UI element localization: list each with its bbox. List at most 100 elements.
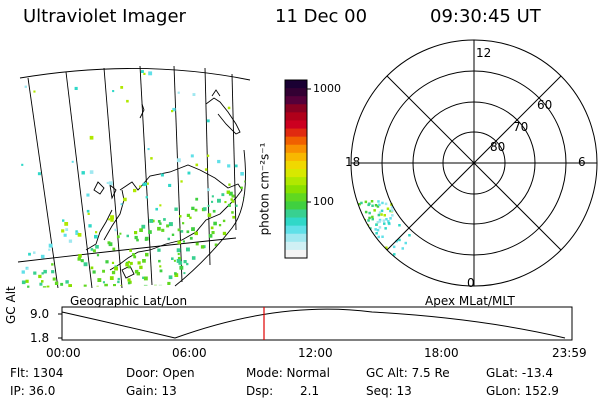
emission-pixel bbox=[113, 284, 116, 287]
emission-pixel bbox=[141, 70, 144, 73]
emission-pixel bbox=[186, 262, 189, 266]
emission-pixel bbox=[127, 265, 131, 269]
emission-pixel bbox=[134, 269, 139, 274]
emission-pixel bbox=[393, 253, 396, 256]
mlat-label-70: 70 bbox=[513, 120, 529, 134]
emission-pixel bbox=[112, 90, 115, 93]
emission-pixel bbox=[183, 272, 186, 275]
emission-pixel bbox=[173, 259, 176, 262]
emission-pixel bbox=[139, 185, 142, 188]
emission-pixel bbox=[375, 223, 378, 226]
emission-pixel bbox=[160, 173, 164, 177]
colorbar-cell bbox=[285, 209, 307, 219]
emission-pixel bbox=[186, 230, 190, 234]
emission-pixel bbox=[159, 269, 163, 273]
mlat-label-80: 80 bbox=[490, 140, 506, 154]
emission-pixel bbox=[398, 238, 401, 242]
emission-pixel bbox=[186, 213, 190, 217]
emission-pixel bbox=[139, 265, 143, 270]
emission-pixel bbox=[114, 228, 117, 232]
emission-pixel bbox=[120, 203, 123, 206]
emission-pixel bbox=[174, 272, 177, 275]
emission-pixel bbox=[71, 160, 74, 163]
emission-pixel bbox=[177, 256, 181, 260]
emission-pixel bbox=[227, 203, 231, 207]
emission-pixel bbox=[227, 164, 231, 168]
emission-pixel bbox=[194, 208, 198, 212]
emission-pixel bbox=[104, 283, 108, 288]
emission-pixel bbox=[120, 86, 124, 89]
altitude-plot-frame bbox=[61, 306, 573, 341]
island bbox=[121, 265, 135, 279]
emission-pixel bbox=[134, 231, 138, 235]
sequence-number: Seq: 13 bbox=[366, 384, 412, 398]
emission-pixel bbox=[384, 227, 387, 230]
emission-pixel bbox=[381, 235, 384, 238]
colorbar-cell bbox=[285, 217, 307, 227]
emission-pixel bbox=[132, 253, 136, 257]
emission-pixel bbox=[240, 186, 243, 190]
emission-pixel bbox=[378, 226, 382, 229]
emission-pixel bbox=[212, 209, 216, 213]
emission-pixel bbox=[172, 107, 176, 112]
emission-pixel bbox=[92, 270, 96, 274]
emission-pixel bbox=[217, 198, 221, 203]
coastline bbox=[103, 189, 125, 241]
emission-pixel bbox=[180, 230, 184, 233]
emission-pixel bbox=[179, 265, 184, 270]
emission-pixel bbox=[43, 269, 47, 274]
emission-pixel bbox=[62, 219, 65, 222]
emission-pixel bbox=[105, 260, 109, 264]
emission-pixel bbox=[183, 260, 187, 264]
emission-pixel bbox=[89, 135, 94, 140]
emission-pixel bbox=[133, 255, 137, 259]
emission-pixel bbox=[167, 281, 171, 286]
emission-pixel bbox=[176, 158, 181, 163]
emission-pixel bbox=[364, 210, 368, 214]
emission-pixel bbox=[161, 228, 165, 232]
emission-pixel bbox=[177, 228, 181, 232]
emission-pixel bbox=[206, 154, 210, 157]
colorbar-cell bbox=[285, 233, 307, 243]
emission-pixel bbox=[110, 218, 114, 222]
colorbar-cell bbox=[285, 136, 307, 146]
emission-pixel bbox=[64, 222, 69, 226]
mlt-label-6: 6 bbox=[578, 155, 586, 169]
coastline bbox=[205, 97, 241, 135]
emission-pixel bbox=[108, 218, 111, 221]
emission-pixel bbox=[111, 270, 116, 275]
emission-pixel bbox=[189, 216, 192, 219]
time-tick-1200: 12:00 bbox=[298, 346, 333, 360]
emission-pixel bbox=[60, 282, 64, 286]
time-tick-2359: 23:59 bbox=[552, 346, 587, 360]
emission-pixel bbox=[207, 188, 210, 192]
colorbar-cell bbox=[285, 128, 307, 138]
emission-pixel bbox=[102, 269, 105, 273]
emission-pixel bbox=[230, 198, 233, 201]
emission-pixel bbox=[371, 217, 374, 221]
apex-label: Apex MLat/MLT bbox=[425, 294, 515, 308]
emission-pixel bbox=[159, 222, 162, 225]
colorbar-cell bbox=[285, 201, 307, 211]
emission-pixel bbox=[206, 119, 210, 123]
emission-pixel bbox=[367, 219, 370, 222]
emission-pixel bbox=[378, 218, 382, 222]
emission-pixel bbox=[137, 261, 141, 265]
coastline bbox=[211, 89, 221, 97]
emission-pixel bbox=[94, 234, 98, 239]
emission-pixel bbox=[203, 207, 207, 211]
emission-pixel bbox=[211, 231, 215, 235]
emission-pixel bbox=[126, 234, 129, 238]
colorbar-cell bbox=[285, 96, 307, 105]
polar-diagonal bbox=[386, 75, 562, 251]
emission-pixel bbox=[231, 200, 235, 203]
emission-pixel bbox=[136, 272, 140, 276]
emission-pixel bbox=[234, 164, 238, 168]
emission-pixel bbox=[26, 267, 29, 270]
emission-pixel bbox=[391, 209, 394, 212]
emission-pixel bbox=[190, 154, 194, 158]
emission-pixel bbox=[377, 213, 381, 217]
emission-pixel bbox=[54, 281, 59, 285]
emission-pixel bbox=[186, 247, 190, 252]
